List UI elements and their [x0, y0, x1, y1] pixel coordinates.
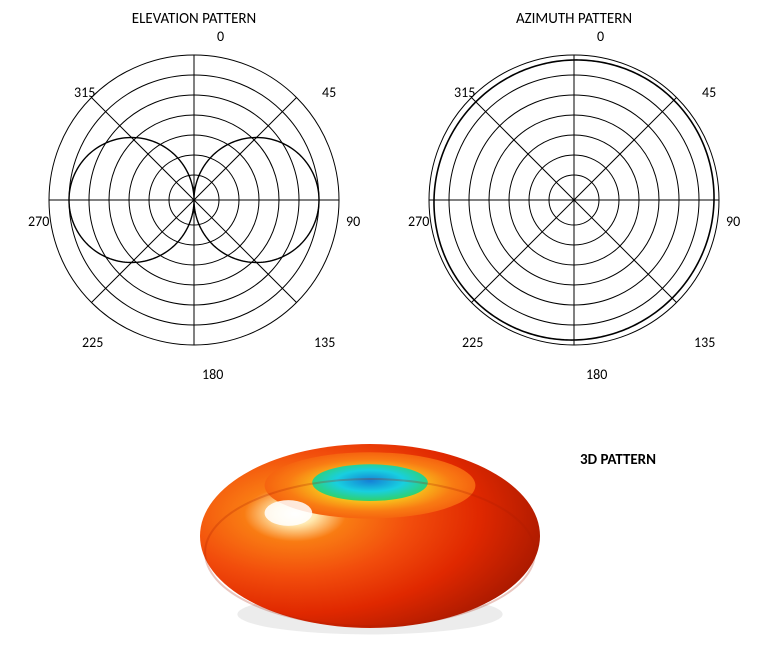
angle-label: 315 — [74, 84, 95, 101]
angle-label: 225 — [462, 334, 483, 351]
angle-label: 90 — [726, 213, 740, 230]
pattern3d-title: 3D PATTERN — [580, 451, 656, 469]
angle-label: 270 — [28, 213, 49, 230]
angle-label: 0 — [597, 28, 604, 45]
azimuth-title: AZIMUTH PATTERN — [516, 10, 632, 28]
elevation-polar-chart: ELEVATION PATTERN 0 45 90 135 180 225 270 315 — [14, 10, 374, 390]
angle-label: 0 — [217, 28, 224, 45]
angle-label: 90 — [346, 213, 360, 230]
angle-label: 270 — [408, 213, 429, 230]
angle-label: 135 — [314, 334, 335, 351]
elevation-title: ELEVATION PATTERN — [132, 10, 257, 28]
pattern3d-svg — [180, 391, 560, 641]
angle-label: 135 — [694, 334, 715, 351]
angle-label: 315 — [454, 84, 475, 101]
angle-label: 180 — [586, 366, 607, 383]
angle-label: 45 — [322, 84, 336, 101]
azimuth-polar-chart: AZIMUTH PATTERN 0 45 90 135 180 225 270 315 — [394, 10, 754, 390]
pattern3d-chart: 3D PATTERN — [0, 391, 768, 651]
angle-label: 180 — [202, 366, 223, 383]
angle-label: 45 — [702, 84, 716, 101]
angle-label: 225 — [82, 334, 103, 351]
